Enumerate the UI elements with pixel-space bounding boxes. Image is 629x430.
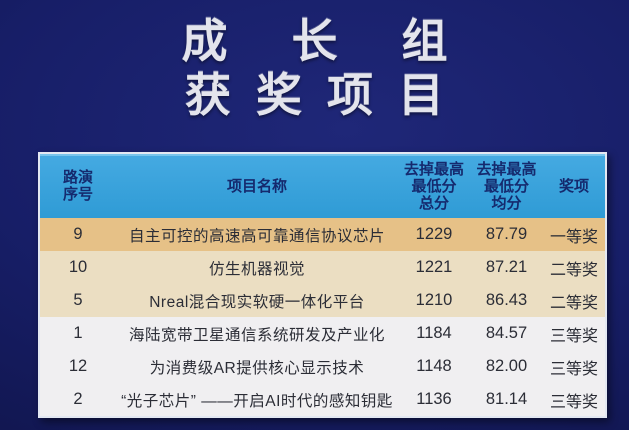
cell-roadshow-number: 2 bbox=[73, 390, 83, 408]
header-average-score-line2: 最低分 bbox=[483, 177, 529, 195]
cell-award: 一等奖 bbox=[549, 228, 598, 246]
cell-average-score: 84.57 bbox=[485, 324, 528, 342]
award-results-table: 路演 序号 项目名称 去掉最高 最低分 总分 去掉最高 最低分 均分 奖项 9 … bbox=[38, 152, 607, 418]
header-roadshow-number-line2: 序号 bbox=[62, 186, 93, 203]
header-average-score-line3: 均分 bbox=[491, 194, 522, 212]
header-total-score-line2: 最低分 bbox=[411, 177, 457, 195]
cell-project-name: 自主可控的高速高可靠通信协议芯片 bbox=[128, 227, 385, 245]
page-title: 成长组 获奖项目 bbox=[0, 14, 629, 122]
header-total-score-line3: 总分 bbox=[418, 194, 449, 212]
cell-roadshow-number: 1 bbox=[73, 324, 83, 342]
cell-award: 三等奖 bbox=[549, 360, 598, 378]
title-line-1: 成长组 bbox=[181, 15, 512, 67]
title-line-2: 获奖项目 bbox=[185, 69, 469, 121]
cell-average-score: 81.14 bbox=[485, 390, 528, 408]
cell-total-score: 1229 bbox=[415, 225, 453, 243]
header-total-score: 去掉最高 最低分 总分 bbox=[398, 154, 470, 218]
cell-average-score: 87.79 bbox=[485, 225, 528, 243]
header-roadshow-number: 路演 序号 bbox=[40, 154, 116, 218]
cell-total-score: 1136 bbox=[416, 390, 452, 408]
header-project-name-label: 项目名称 bbox=[226, 177, 287, 195]
cell-average-score: 82.00 bbox=[485, 357, 528, 375]
cell-roadshow-number: 5 bbox=[73, 291, 83, 309]
table-row: 2 “光子芯片” ——开启AI时代的感知钥匙 1136 81.14 三等奖 bbox=[40, 383, 605, 416]
header-award-label: 奖项 bbox=[558, 177, 589, 195]
cell-roadshow-number: 12 bbox=[68, 357, 88, 375]
cell-total-score: 1184 bbox=[416, 324, 452, 342]
header-average-score-line1: 去掉最高 bbox=[476, 160, 537, 178]
header-average-score: 去掉最高 最低分 均分 bbox=[470, 154, 543, 218]
cell-award: 三等奖 bbox=[549, 327, 598, 345]
cell-total-score: 1221 bbox=[415, 258, 453, 276]
table-header-row: 路演 序号 项目名称 去掉最高 最低分 总分 去掉最高 最低分 均分 奖项 bbox=[40, 154, 605, 218]
cell-project-name: Nreal混合现实软硬一体化平台 bbox=[149, 293, 365, 311]
header-total-score-line1: 去掉最高 bbox=[403, 160, 464, 178]
table-row: 12 为消费级AR提供核心显示技术 1148 82.00 三等奖 bbox=[40, 350, 605, 383]
cell-project-name: 海陆宽带卫星通信系统研发及产业化 bbox=[128, 326, 385, 344]
table-row: 10 仿生机器视觉 1221 87.21 二等奖 bbox=[40, 251, 605, 284]
cell-award: 三等奖 bbox=[549, 393, 598, 411]
cell-award: 二等奖 bbox=[549, 294, 598, 312]
cell-total-score: 1148 bbox=[416, 357, 452, 375]
header-award: 奖项 bbox=[543, 154, 605, 218]
cell-project-name: 为消费级AR提供核心显示技术 bbox=[149, 359, 365, 377]
cell-total-score: 1210 bbox=[415, 291, 453, 309]
cell-project-name: “光子芯片” ——开启AI时代的感知钥匙 bbox=[121, 392, 393, 410]
cell-award: 二等奖 bbox=[549, 261, 598, 279]
header-roadshow-number-line1: 路演 bbox=[62, 169, 93, 186]
cell-roadshow-number: 10 bbox=[68, 258, 88, 276]
cell-roadshow-number: 9 bbox=[73, 225, 83, 243]
table-row: 9 自主可控的高速高可靠通信协议芯片 1229 87.79 一等奖 bbox=[40, 218, 605, 251]
cell-project-name: 仿生机器视觉 bbox=[208, 260, 305, 278]
table-row: 5 Nreal混合现实软硬一体化平台 1210 86.43 二等奖 bbox=[40, 284, 605, 317]
cell-average-score: 87.21 bbox=[485, 258, 528, 276]
cell-average-score: 86.43 bbox=[485, 291, 528, 309]
header-project-name: 项目名称 bbox=[116, 154, 398, 218]
table-row: 1 海陆宽带卫星通信系统研发及产业化 1184 84.57 三等奖 bbox=[40, 317, 605, 350]
